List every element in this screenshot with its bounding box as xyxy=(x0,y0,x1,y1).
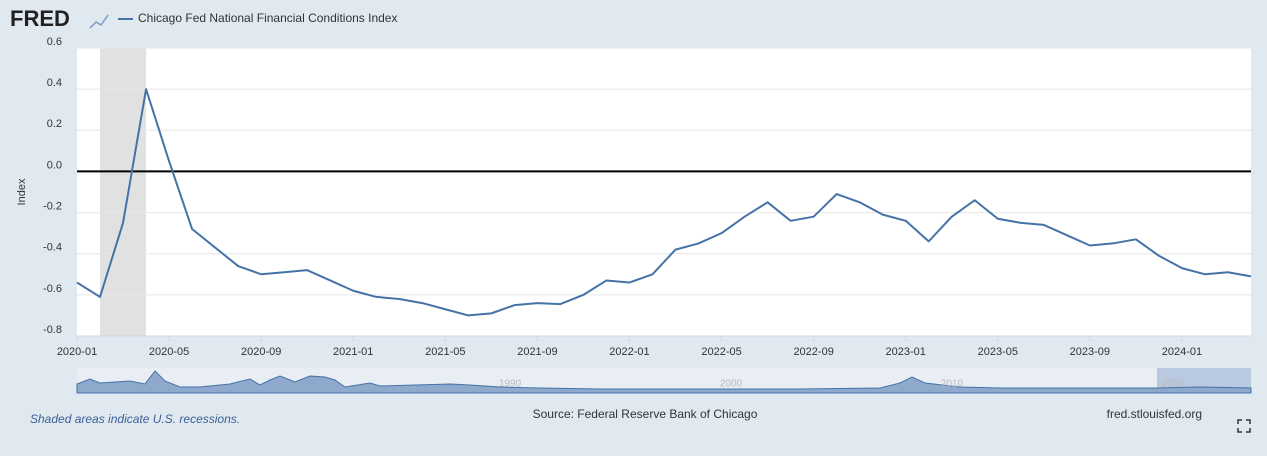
navigator-label: 2020 xyxy=(1162,379,1185,390)
x-tick-label: 2020-09 xyxy=(241,346,281,358)
recession-band xyxy=(100,48,147,336)
y-tick-label: 0.6 xyxy=(47,36,62,48)
x-tick-label: 2023-05 xyxy=(978,346,1018,358)
x-tick-label: 2021-05 xyxy=(425,346,465,358)
recession-note: Shaded areas indicate U.S. recessions. xyxy=(30,412,240,426)
navigator-label: 2000 xyxy=(720,379,743,390)
logo: FRED xyxy=(10,6,70,31)
y-axis-label: Index xyxy=(16,178,28,205)
logo-icon xyxy=(89,14,109,29)
series-line xyxy=(76,88,1252,317)
x-tick-label: 2022-09 xyxy=(793,346,833,358)
y-tick-label: -0.8 xyxy=(43,324,62,336)
y-tick-label: -0.6 xyxy=(43,283,62,295)
source: Source: Federal Reserve Bank of Chicago xyxy=(533,407,758,421)
x-tick-label: 2022-01 xyxy=(609,346,649,358)
x-tick-label: 2020-01 xyxy=(57,346,97,358)
x-tick-label: 2022-05 xyxy=(701,346,741,358)
y-tick-label: 0.2 xyxy=(47,118,62,130)
x-tick-label: 2021-09 xyxy=(517,346,557,358)
navigator-label: 1990 xyxy=(499,379,522,390)
plot-area xyxy=(77,48,1251,336)
x-tick-label: 2024-01 xyxy=(1162,346,1202,358)
navigator-series xyxy=(76,370,1252,394)
x-tick-label: 2021-01 xyxy=(333,346,373,358)
y-tick-label: -0.2 xyxy=(43,200,62,212)
y-tick-label: -0.4 xyxy=(43,242,62,254)
fullscreen-button[interactable] xyxy=(1237,419,1251,433)
navigator-label: 2010 xyxy=(941,379,964,390)
y-tick-label: 0.0 xyxy=(47,159,62,171)
x-tick-label: 2023-01 xyxy=(886,346,926,358)
x-tick-label: 2023-09 xyxy=(1070,346,1110,358)
y-tick-label: 0.4 xyxy=(47,77,62,89)
x-tick-label: 2020-05 xyxy=(149,346,189,358)
legend-label: Chicago Fed National Financial Condition… xyxy=(138,11,397,25)
site: fred.stlouisfed.org xyxy=(1107,407,1202,421)
